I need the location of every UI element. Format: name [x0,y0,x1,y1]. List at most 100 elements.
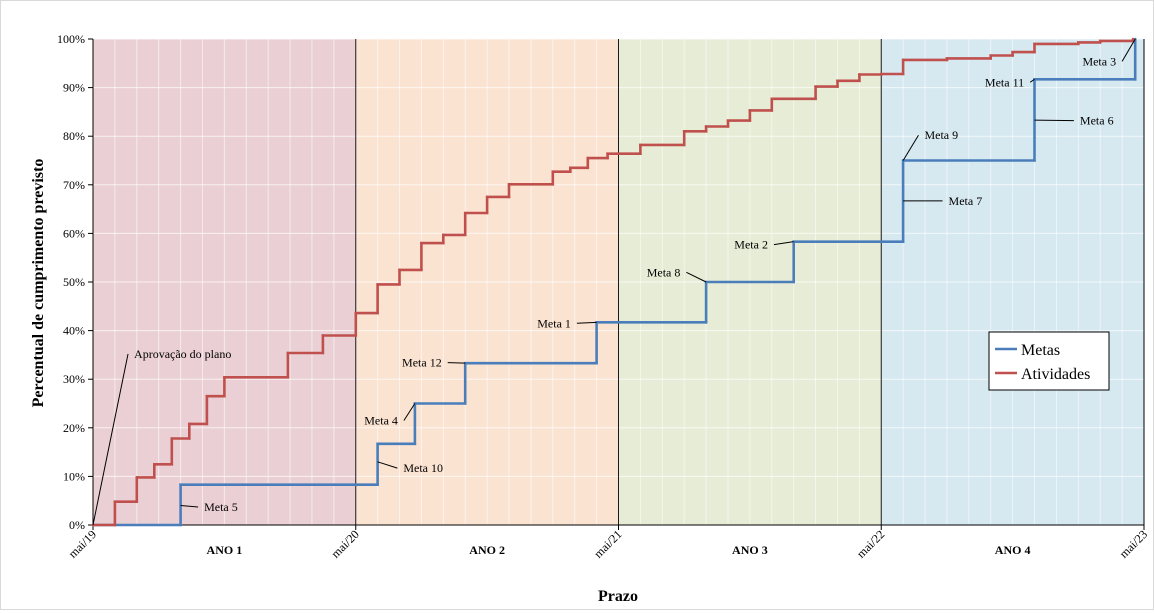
data-point-atividades [486,196,489,199]
data-point-atividades [639,152,642,155]
data-point-atividades [989,57,992,60]
data-point-atividades [398,269,401,272]
data-point-metas [595,362,598,365]
data-point-atividades [354,334,357,337]
annotation-label: Meta 9 [924,128,958,142]
data-point-atividades [287,376,290,379]
data-point-atividades [354,312,357,315]
y-tick-label: 10% [63,469,85,483]
data-point-atividades [420,269,423,272]
y-tick-label: 100% [57,32,85,46]
data-point-atividades [1132,38,1135,41]
period-label: ANO 3 [732,543,768,557]
data-point-atividades [508,183,511,186]
legend-label: Atividades [1021,366,1090,383]
data-point-atividades [946,57,949,60]
data-point-atividades [749,109,752,112]
x-axis-title: Prazo [598,588,638,605]
data-point-atividades [569,166,572,169]
y-tick-label: 40% [63,324,85,338]
data-point-atividades [727,125,730,128]
x-tick-label: mai/23 [1117,527,1150,560]
annotation-label: Meta 2 [734,238,768,252]
y-tick-label: 30% [63,372,85,386]
annotation-label: Meta 10 [403,461,443,475]
data-point-atividades [486,212,489,215]
data-point-metas [902,240,905,243]
data-point-atividades [552,170,555,173]
data-point-metas [1134,78,1137,81]
data-point-atividades [464,234,467,237]
data-point-metas [179,483,182,486]
data-point-atividades [223,376,226,379]
annotation-label: Meta 4 [364,414,398,428]
data-point-atividades [420,242,423,245]
data-point-atividades [206,395,209,398]
period-label: ANO 1 [207,543,243,557]
x-tick-label: mai/19 [66,527,99,560]
data-point-atividades [442,242,445,245]
data-point-atividades [770,109,773,112]
legend: Metas Atividades [989,332,1109,390]
data-point-atividades [727,119,730,122]
data-point-atividades [1011,51,1014,54]
data-point-atividades [705,130,708,133]
y-axis-title: Percentual de cumprimento previsto [30,159,47,408]
data-point-atividades [902,59,905,62]
data-point-atividades [814,97,817,100]
data-point-atividades [442,234,445,237]
annotation-label: Meta 7 [949,194,983,208]
period-label: ANO 4 [995,543,1031,557]
data-point-atividades [683,144,686,147]
data-point-metas [705,321,708,324]
data-point-atividades [569,170,572,173]
data-point-atividades [705,125,708,128]
data-point-atividades [902,73,905,76]
data-point-atividades [398,283,401,286]
data-point-metas [464,402,467,405]
data-point-atividades [206,423,209,426]
data-point-metas [1033,159,1036,162]
data-point-atividades [683,130,686,133]
data-point-atividades [114,500,117,503]
data-point-atividades [858,73,861,76]
y-tick-label: 50% [63,275,85,289]
annotation-label: Meta 6 [1080,114,1114,128]
data-point-atividades [858,79,861,82]
annotation-label: Meta 12 [402,356,442,370]
data-point-atividades [376,312,379,315]
data-point-atividades [188,423,191,426]
data-point-atividades [587,166,590,169]
data-point-atividades [587,157,590,160]
data-point-atividades [836,85,839,88]
data-point-metas [179,524,182,527]
data-point-atividades [223,395,226,398]
data-point-metas [792,281,795,284]
data-point-atividades [749,119,752,122]
data-point-atividades [1033,51,1036,54]
annotation-label: Meta 5 [204,500,238,514]
data-point-atividades [606,157,609,160]
period-label: ANO 2 [469,543,505,557]
data-point-atividades [153,463,156,466]
data-point-atividades [153,476,156,479]
data-point-atividades [171,437,174,440]
annotation-label: Meta 3 [1082,54,1116,68]
data-point-atividades [322,352,325,355]
x-tick-label: mai/21 [591,527,624,560]
y-tick-label: 20% [63,421,85,435]
data-point-atividades [606,152,609,155]
y-tick-label: 60% [63,226,85,240]
legend-label: Metas [1021,342,1060,359]
y-tick-label: 90% [63,81,85,95]
data-point-atividades [989,54,992,57]
data-point-atividades [135,500,138,503]
data-point-metas [414,443,417,446]
data-point-atividades [770,97,773,100]
data-point-atividades [1077,41,1080,44]
y-tick-label: 70% [63,178,85,192]
annotation-label: Meta 8 [647,265,681,279]
data-point-atividades [464,212,467,215]
